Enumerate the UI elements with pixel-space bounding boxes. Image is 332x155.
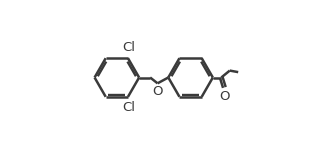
Text: Cl: Cl <box>122 41 135 54</box>
Text: O: O <box>219 90 230 103</box>
Text: Cl: Cl <box>122 101 135 114</box>
Text: O: O <box>152 85 163 98</box>
